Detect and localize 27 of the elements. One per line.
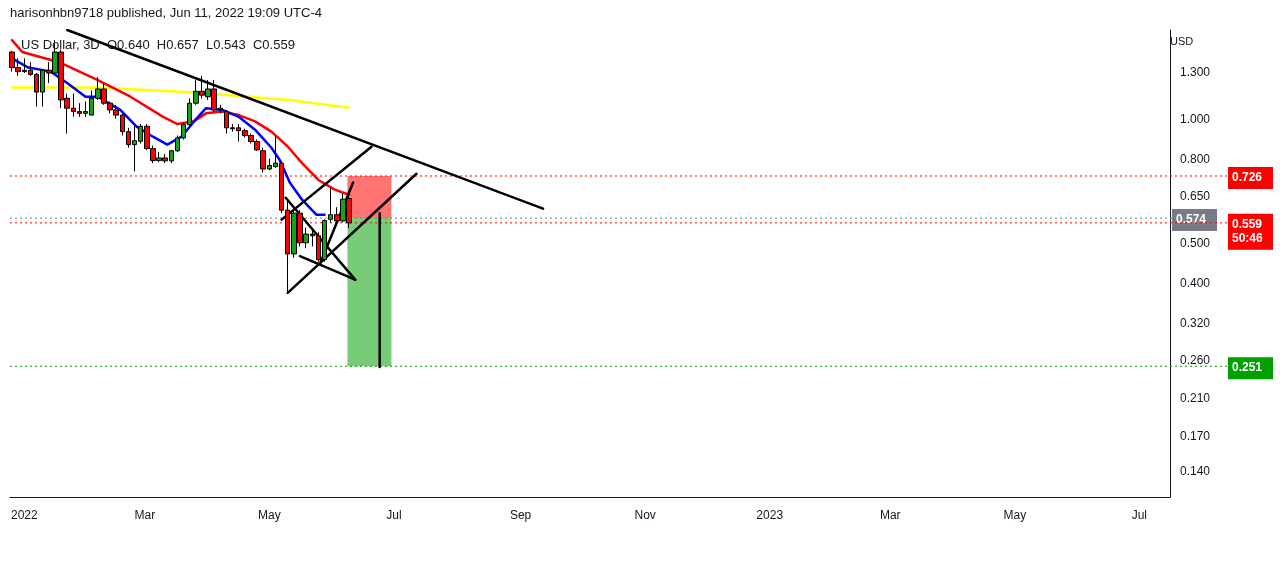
y-tick-label: 0.140 <box>1180 463 1211 478</box>
y-tick-label: 0.320 <box>1180 315 1211 330</box>
ref-line-label: 0.574 <box>1176 212 1207 227</box>
x-tick-label: Mar <box>134 508 156 522</box>
text: harisonhbn9718 published, Jun 11, 2022 19:09 UTC-4 <box>10 5 322 20</box>
ref-line-label: 0.251 <box>1232 360 1263 375</box>
y-tick-label: 0.650 <box>1180 188 1211 203</box>
y-tick-label: 0.500 <box>1180 235 1211 250</box>
y-axis-title: USD <box>1170 34 1194 47</box>
x-tick-label: May <box>1003 508 1027 522</box>
ref-line-label: 0.726 <box>1232 169 1263 184</box>
x-tick-label: May <box>258 508 281 522</box>
x-tick-label: 2023 <box>756 508 784 522</box>
y-tick-label: 0.800 <box>1180 151 1211 166</box>
y-tick-label: 1.000 <box>1180 111 1211 126</box>
x-tick-label: 2022 <box>10 508 38 522</box>
x-tick-label: Mar <box>879 508 901 522</box>
x-tick-label: Jul <box>386 508 402 522</box>
x-tick-label: Sep <box>509 508 532 522</box>
x-tick-label: Nov <box>634 508 656 522</box>
x-tick-label: Jul <box>1131 508 1148 522</box>
y-tick-label: 0.260 <box>1180 352 1211 367</box>
y-tick-label: 0.210 <box>1180 391 1211 406</box>
y-tick-label: 0.400 <box>1180 275 1211 290</box>
ref-line-label: 0.559 50:46 <box>1232 216 1264 245</box>
y-tick-label: 1.300 <box>1180 64 1211 79</box>
y-tick-label: 0.170 <box>1180 429 1211 444</box>
